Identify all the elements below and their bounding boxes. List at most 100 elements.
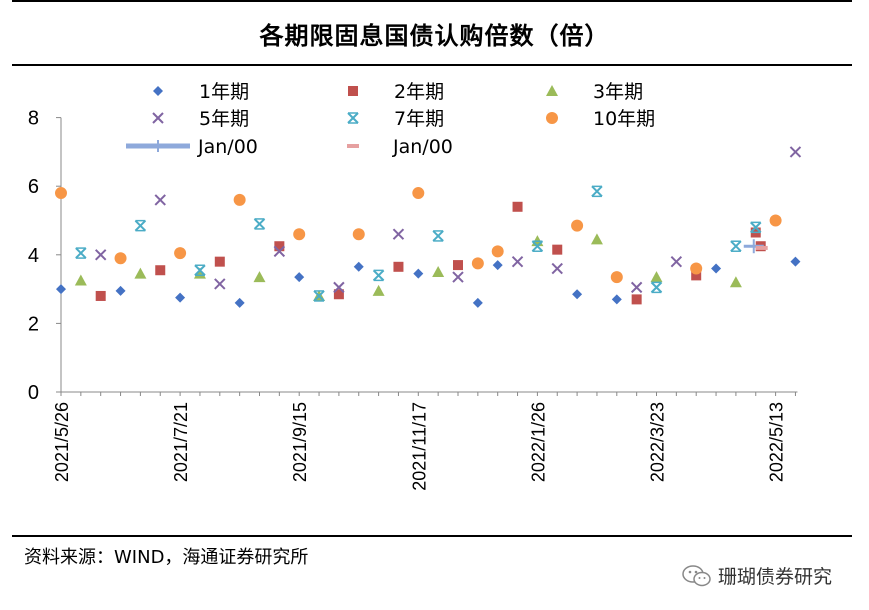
data-point-triangle: [590, 233, 603, 245]
legend-label: 2年期: [394, 81, 444, 103]
data-point-square: [214, 256, 225, 267]
watermark: 珊瑚债券研究: [682, 562, 832, 589]
data-point-x: [273, 245, 286, 258]
y-tick-label: 2: [28, 313, 39, 335]
data-point-star: [650, 281, 663, 294]
bottom-rule: [12, 535, 852, 537]
legend-label: 10年期: [593, 108, 655, 130]
data-point-circle: [293, 228, 306, 241]
data-point-x: [511, 255, 524, 268]
data-point-diamond: [572, 289, 583, 300]
data-point-circle: [471, 257, 484, 270]
y-tick-label: 8: [28, 108, 39, 130]
data-point-x: [214, 278, 226, 290]
legend-label: 5年期: [199, 108, 249, 130]
data-point-star: [194, 264, 206, 276]
data-point-square: [453, 260, 463, 271]
legend-label: Jan/00: [197, 136, 258, 158]
data-point-x: [154, 194, 166, 206]
data-point-diamond: [56, 284, 66, 295]
legend-marker-triangle: [546, 85, 558, 96]
data-point-diamond: [115, 285, 126, 296]
data-point-diamond: [353, 261, 364, 272]
watermark-text: 珊瑚债券研究: [718, 566, 833, 588]
data-point-triangle: [432, 265, 445, 277]
x-tick-label: 2021/9/15: [290, 402, 310, 482]
data-point-square: [274, 241, 285, 252]
x-tick-label: 2022/1/26: [528, 402, 548, 482]
data-point-x: [392, 228, 405, 240]
data-point-triangle: [372, 284, 385, 296]
data-point-circle: [610, 271, 623, 284]
data-point-star: [253, 218, 266, 230]
legend-label: 3年期: [593, 81, 643, 103]
data-point-square: [333, 289, 344, 300]
legend-marker-circle: [546, 112, 558, 124]
data-point-diamond: [413, 268, 424, 279]
data-point-star: [750, 221, 762, 234]
x-tick-label: 2021/7/21: [171, 402, 191, 482]
data-point-star: [134, 219, 147, 232]
data-point-circle: [412, 187, 425, 200]
x-tick-label: 2022/5/13: [767, 402, 787, 482]
data-point-square: [552, 244, 563, 255]
legend-marker-diamond: [153, 86, 163, 96]
legend-marker-star: [347, 112, 359, 124]
legend-label: Jan/00: [392, 136, 453, 158]
top-rule: [12, 0, 852, 2]
wechat-icon: [682, 564, 711, 586]
scatter-chart: 0 2 4 6 8 2021/5/26 2021/7/21 2021/9/15 2021/11/…: [28, 81, 802, 491]
data-point-square: [512, 201, 523, 212]
legend-marker-square: [348, 86, 358, 96]
data-point-square: [631, 294, 642, 305]
data-point-triangle: [74, 274, 87, 286]
data-point-square: [95, 290, 106, 301]
chart-title: 各期限固息国债认购倍数（倍）: [259, 22, 610, 50]
x-tick-label: 2021/5/26: [52, 402, 72, 482]
data-point-diamond: [492, 260, 503, 271]
data-point-star: [313, 290, 325, 302]
data-point-circle: [769, 214, 782, 227]
legend-label: 7年期: [394, 108, 444, 130]
x-tick-label: 2021/11/17: [409, 402, 429, 491]
source-note: 资料来源：WIND，海通证券研究所: [24, 547, 309, 568]
data-point-circle: [571, 219, 584, 232]
y-tick-label: 4: [28, 245, 39, 267]
data-point-star: [432, 230, 444, 242]
data-point-x: [551, 262, 563, 275]
x-tick-label: 2022/3/23: [648, 402, 668, 482]
data-point-x: [670, 255, 683, 268]
data-point-circle: [352, 228, 365, 241]
legend-label: 1年期: [199, 81, 249, 103]
data-point-diamond: [790, 256, 801, 267]
data-point-circle: [491, 245, 504, 258]
data-point-square: [393, 261, 404, 272]
data-point-circle: [55, 187, 67, 200]
data-point-x: [630, 281, 643, 294]
data-point-triangle: [650, 271, 663, 283]
data-point-circle: [690, 262, 703, 275]
data-point-star: [531, 240, 544, 252]
data-point-circle: [233, 193, 246, 206]
data-point-star: [372, 269, 385, 282]
y-tick-label: 0: [28, 382, 39, 404]
data-point-x: [452, 271, 464, 283]
data-point-star: [730, 240, 742, 252]
data-point-star: [591, 185, 603, 198]
title-rule: [12, 64, 852, 66]
data-point-circle: [174, 247, 187, 260]
data-point-star: [75, 247, 87, 259]
data-point-diamond: [234, 297, 245, 308]
data-point-x: [789, 146, 802, 158]
data-point-diamond: [294, 272, 305, 283]
data-point-diamond: [175, 292, 186, 303]
data-point-x: [94, 249, 107, 261]
legend-marker-x: [152, 112, 164, 124]
data-point-triangle: [729, 276, 742, 288]
data-point-square: [691, 270, 702, 281]
data-point-x: [333, 281, 345, 294]
data-point-diamond: [472, 297, 483, 308]
data-point-circle: [114, 252, 127, 265]
data-point-triangle: [253, 271, 266, 283]
data-point-diamond: [711, 263, 722, 274]
